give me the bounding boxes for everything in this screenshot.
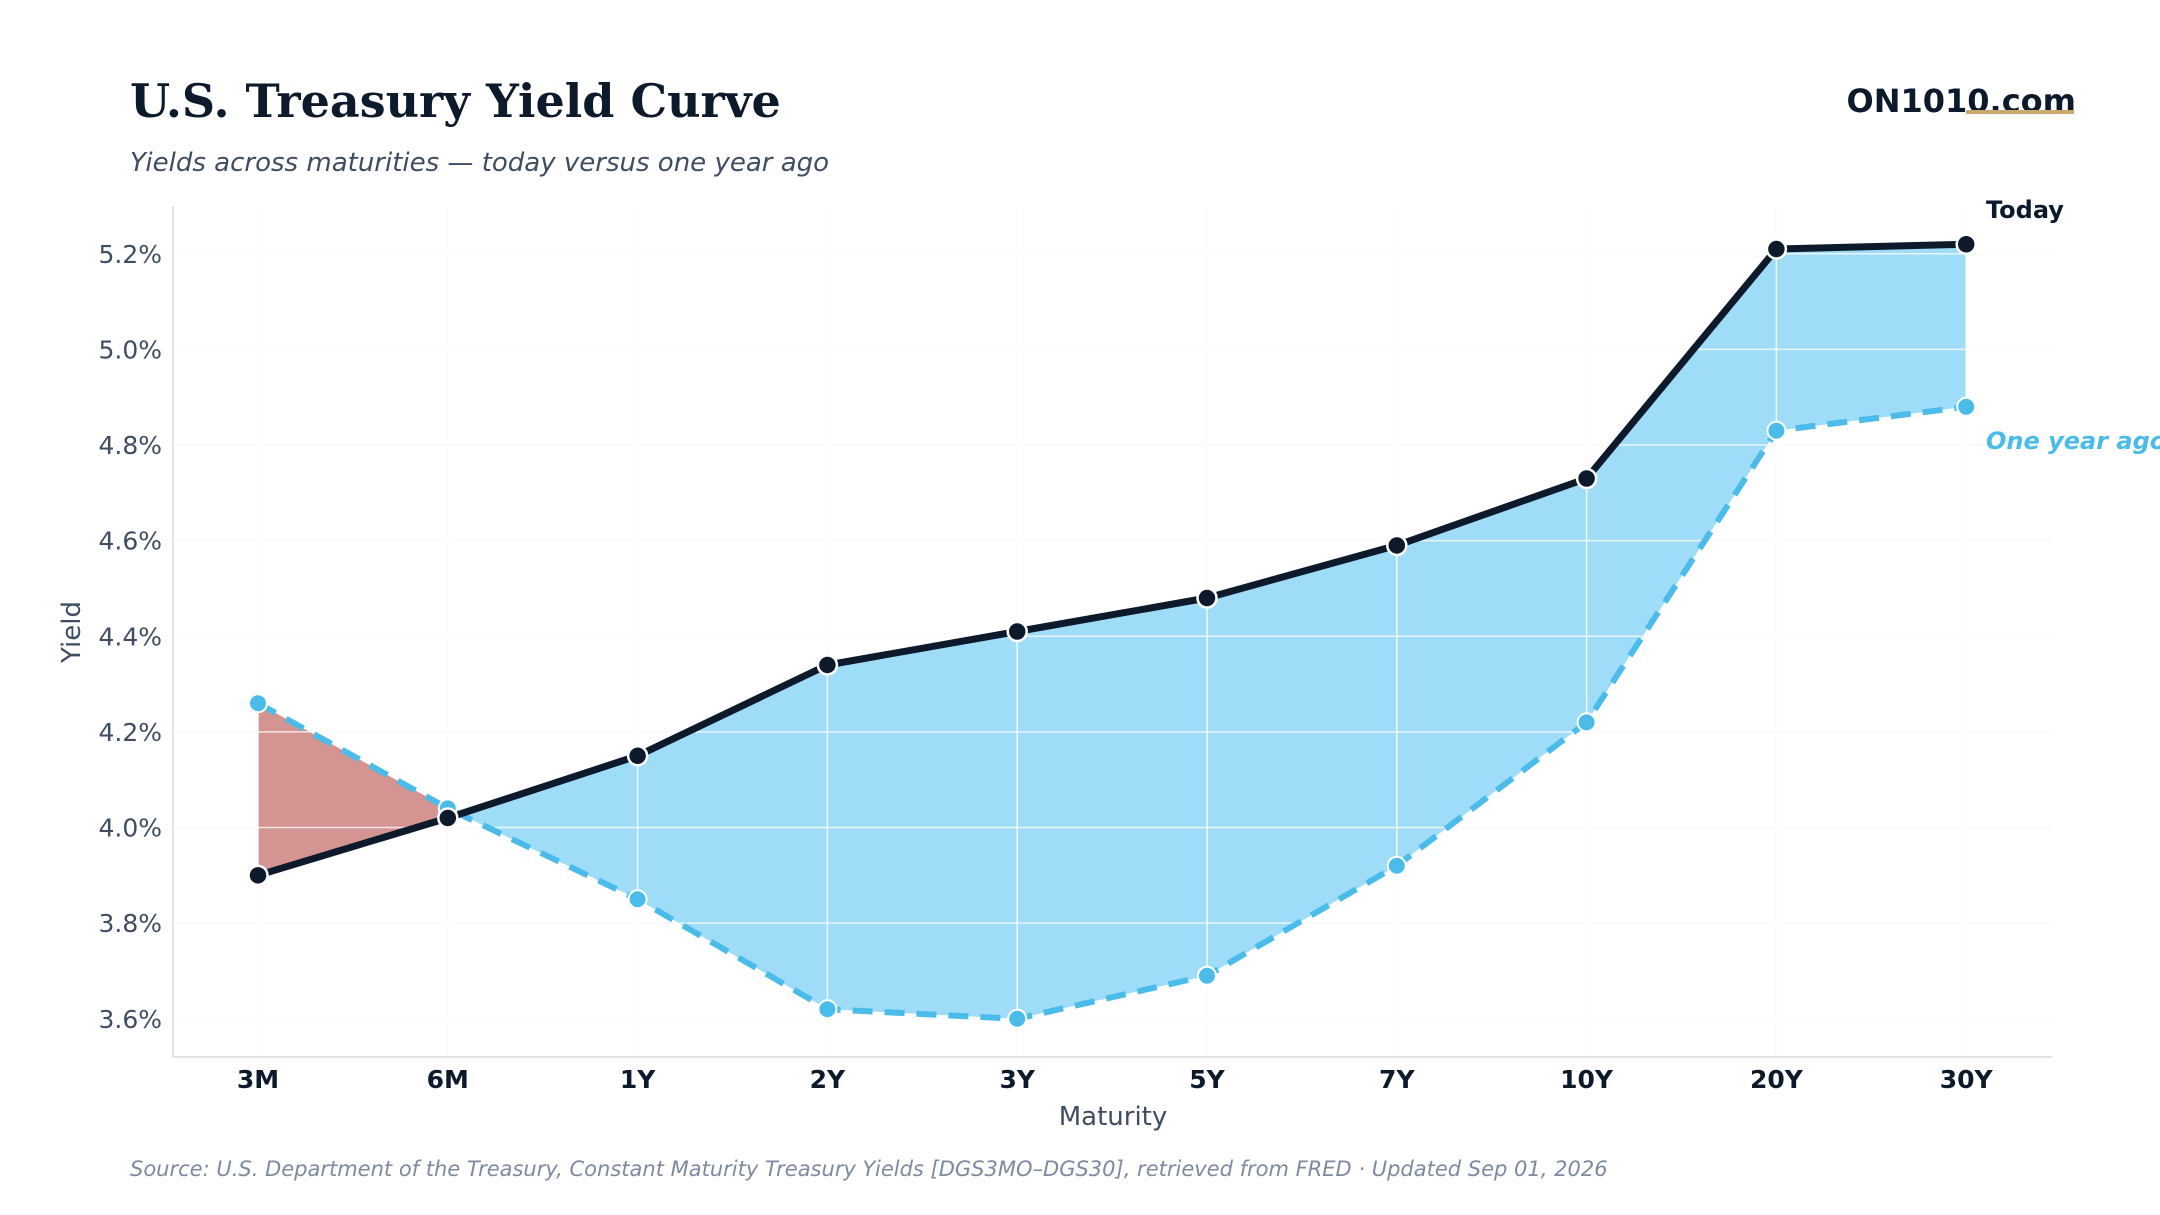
point-today <box>1386 534 1408 557</box>
y-tick-label: 4.0% <box>98 814 162 843</box>
y-tick-label: 4.6% <box>98 527 162 556</box>
point-one-year-ago <box>817 999 838 1020</box>
series-label-today: Today <box>1986 196 2064 224</box>
labels: Today One year ago Maturity Yield <box>57 196 2160 1132</box>
series-line-today <box>256 240 1967 879</box>
source-note: Source: U.S. Department of the Treasury,… <box>130 1157 1608 1181</box>
x-tick-label: 3M <box>237 1065 279 1094</box>
y-tick-label: 4.2% <box>98 718 162 747</box>
y-tick-label: 3.8% <box>98 909 162 938</box>
x-tick-label: 5Y <box>1189 1065 1225 1094</box>
brand-underline <box>1966 110 2074 114</box>
point-one-year-ago <box>248 693 268 714</box>
point-one-year-ago <box>1197 965 1217 986</box>
x-tick-label: 10Y <box>1560 1065 1614 1094</box>
point-today <box>626 745 649 767</box>
point-one-year-ago <box>1007 1008 1028 1029</box>
axes: 3.6% 3.8% 4.0% 4.2% 4.4% 4.6% 4.8% 5.0% 5.2% 3M 6M… <box>98 206 2052 1094</box>
point-today <box>816 654 839 676</box>
point-one-year-ago <box>1576 712 1597 733</box>
series-line-one-year-ago <box>256 403 1967 1022</box>
point-one-year-ago <box>1766 420 1787 441</box>
point-today <box>1196 587 1218 609</box>
point-today <box>1006 620 1028 643</box>
x-tick-label: 1Y <box>620 1065 656 1094</box>
spread-fill-today-higher <box>459 244 1967 1019</box>
point-today <box>1765 238 1788 260</box>
y-tick-label: 5.2% <box>98 240 162 269</box>
series-label-one-year-ago: One year ago <box>1986 427 2160 455</box>
x-tick-label: 3Y <box>999 1065 1035 1094</box>
chart-title: U.S. Treasury Yield Curve <box>130 74 781 128</box>
data-points <box>247 233 1977 1029</box>
series-lines <box>256 240 1967 1022</box>
point-today <box>437 807 459 829</box>
x-tick-label: 20Y <box>1750 1065 1804 1094</box>
point-one-year-ago <box>1386 855 1407 876</box>
spread-fills <box>173 206 2052 1057</box>
point-today <box>247 864 269 887</box>
point-today <box>1955 233 1977 255</box>
y-tick-label: 3.6% <box>98 1005 162 1034</box>
x-tick-label: 7Y <box>1379 1065 1415 1094</box>
x-tick-label: 30Y <box>1940 1065 1994 1094</box>
y-tick-label: 4.8% <box>98 431 162 460</box>
y-tick-label: 5.0% <box>98 335 162 364</box>
spread-fill-today-lower <box>258 703 460 876</box>
point-today <box>1575 467 1598 490</box>
point-one-year-ago <box>1956 396 1977 417</box>
y-tick-label: 4.4% <box>98 622 162 651</box>
x-tick-label: 2Y <box>810 1065 846 1094</box>
x-tick-label: 6M <box>427 1065 469 1094</box>
y-axis-title: Yield <box>57 601 87 664</box>
point-one-year-ago <box>627 889 648 910</box>
x-axis-title: Maturity <box>1059 1102 1168 1132</box>
chart-subtitle: Yields across maturities — today versus … <box>130 148 830 178</box>
